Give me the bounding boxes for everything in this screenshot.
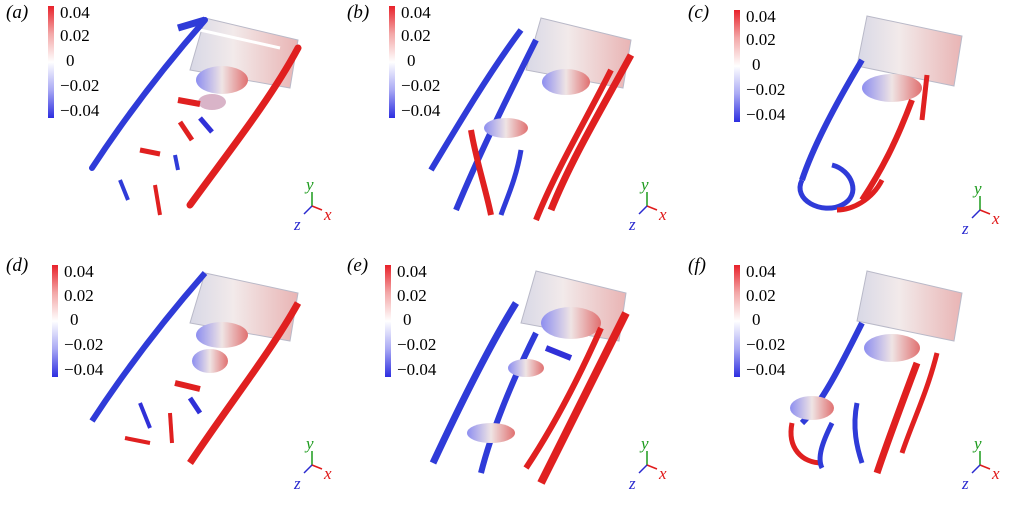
axes-triad: y x z (294, 435, 344, 493)
colorbar-tick: −0.02 (397, 335, 437, 354)
colorbar-tick: 0 (752, 55, 761, 74)
vortex-plot (89, 16, 302, 216)
colorbar-tick: −0.02 (64, 335, 104, 354)
panel-e: (e) 0.04 0.02 0 −0.02 −0.04 y x z (341, 253, 682, 506)
vortex-plot (797, 15, 963, 213)
colorbar-tick: −0.04 (746, 105, 786, 124)
y-axis-label: y (974, 434, 982, 453)
colorbar-tick: 0.04 (746, 262, 776, 281)
colorbar-tick: 0.02 (401, 26, 431, 45)
panel-c: (c) 0.04 0.02 0 −0.02 −0.04 y x z (682, 0, 1023, 253)
colorbar (385, 265, 391, 377)
y-axis-label: y (641, 175, 649, 194)
axes-triad: y x z (629, 435, 679, 493)
x-axis-label: x (659, 205, 667, 224)
colorbar (48, 6, 54, 118)
panel-label: (c) (688, 2, 710, 23)
colorbar-tick: 0 (70, 310, 79, 329)
colorbar-tick: −0.04 (401, 101, 441, 120)
x-axis-label: x (324, 205, 332, 224)
colorbar-tick: −0.02 (401, 76, 441, 95)
colorbar-tick: 0.04 (64, 262, 94, 281)
x-axis-label: x (992, 209, 1000, 228)
colorbar-tick: −0.02 (60, 76, 100, 95)
colorbar-tick: −0.02 (746, 80, 786, 99)
colorbar-tick: 0 (403, 310, 412, 329)
colorbar-tick: 0 (66, 51, 75, 70)
colorbar (389, 6, 395, 118)
colorbar-tick: 0.02 (64, 286, 94, 305)
y-axis-label: y (306, 434, 314, 453)
panel-label: (a) (6, 2, 29, 23)
colorbar-tick: −0.04 (397, 360, 437, 379)
z-axis-label: z (629, 215, 636, 234)
colorbar-tick: 0.04 (60, 3, 90, 22)
z-axis-label: z (294, 474, 301, 493)
colorbar-tick: −0.04 (746, 360, 786, 379)
panel-d: (d) 0.04 0.02 0 −0.02 −0.04 y x z (0, 253, 341, 506)
z-axis-label: z (294, 215, 301, 234)
colorbar-tick: 0.04 (401, 3, 431, 22)
colorbar (52, 265, 58, 377)
panel-label: (b) (347, 2, 370, 23)
x-axis-label: x (659, 464, 667, 483)
panel-label: (f) (688, 255, 706, 276)
colorbar-tick: 0.02 (746, 286, 776, 305)
panel-b: (b) 0.04 0.02 0 −0.02 −0.04 y x z (341, 0, 682, 253)
z-axis-label: z (962, 474, 969, 493)
colorbar-tick: 0.02 (397, 286, 427, 305)
y-axis-label: y (974, 179, 982, 198)
axes-triad: y x z (962, 180, 1012, 238)
vortex-plot (429, 270, 630, 485)
z-axis-label: z (629, 474, 636, 493)
colorbar-tick: −0.04 (64, 360, 104, 379)
panel-f: (f) 0.04 0.02 0 −0.02 −0.04 y x z (682, 253, 1023, 506)
axes-triad: y x z (962, 435, 1012, 493)
vortex-plot (788, 270, 963, 475)
x-axis-label: x (992, 464, 1000, 483)
colorbar-tick: −0.02 (746, 335, 786, 354)
z-axis-label: z (962, 219, 969, 238)
panel-label: (e) (347, 255, 369, 276)
x-axis-label: x (324, 464, 332, 483)
colorbar (734, 10, 740, 122)
panel-a: (a) 0.04 0.02 0 −0.02 −0.04 y x z (0, 0, 341, 253)
axes-triad: y x z (629, 176, 679, 234)
y-axis-label: y (641, 434, 649, 453)
colorbar-tick: 0 (407, 51, 416, 70)
axes-triad: y x z (294, 176, 344, 234)
colorbar-tick: 0.04 (397, 262, 427, 281)
colorbar-tick: 0.04 (746, 7, 776, 26)
panel-label: (d) (6, 255, 29, 276)
colorbar-tick: 0.02 (60, 26, 90, 45)
colorbar-tick: −0.04 (60, 101, 100, 120)
vortex-plot (89, 271, 302, 465)
colorbar (734, 265, 740, 377)
vortex-plot (428, 17, 635, 222)
colorbar-tick: 0.02 (746, 30, 776, 49)
colorbar-tick: 0 (752, 310, 761, 329)
y-axis-label: y (306, 175, 314, 194)
